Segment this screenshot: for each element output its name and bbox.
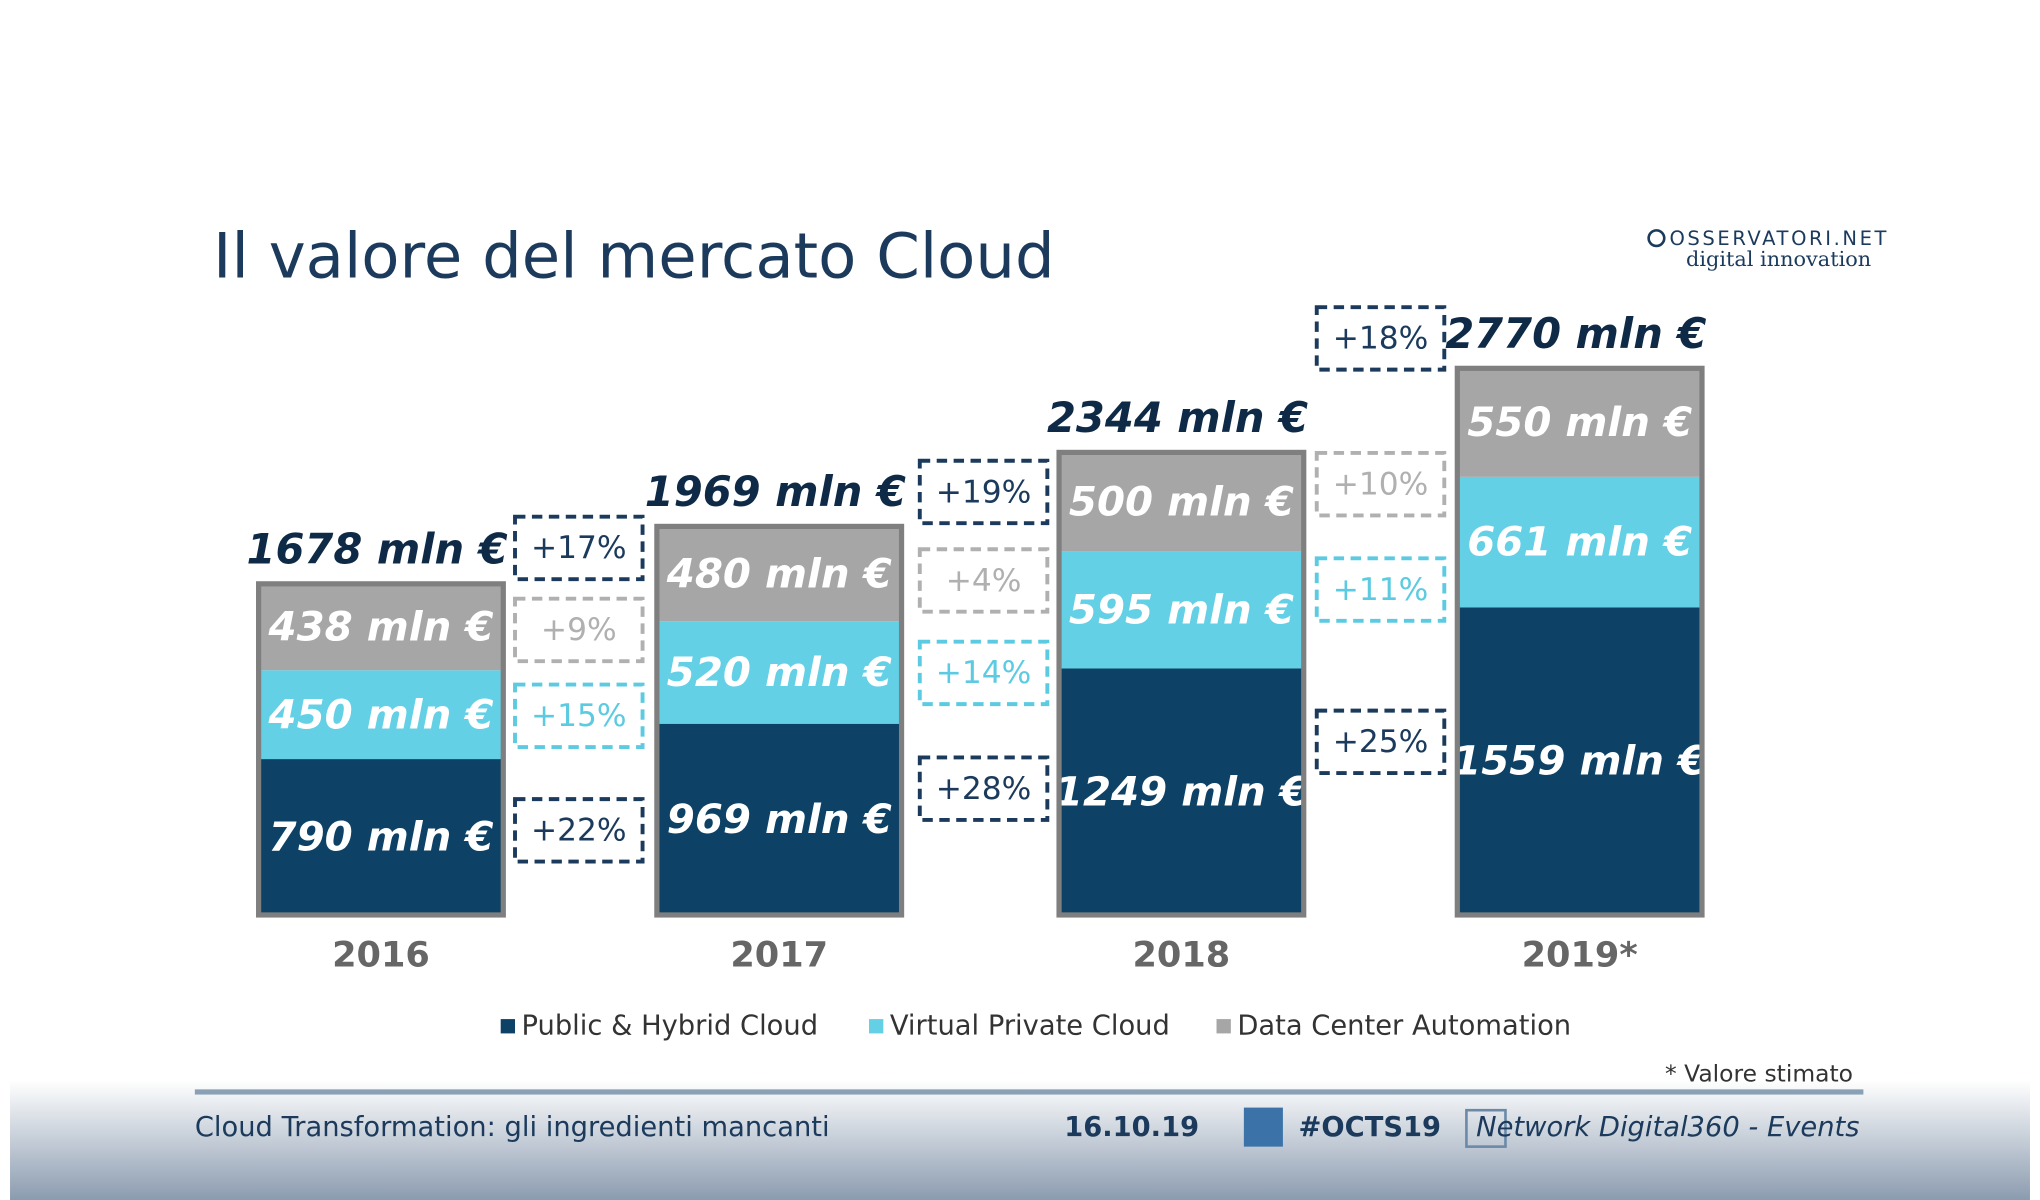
growth-label: +22% [531,813,627,849]
growth-label: +9% [541,612,617,648]
growth-box [513,682,645,750]
segment-label: 1559 mln € [1453,738,1706,785]
segment-label: 450 mln € [268,691,494,738]
bar-segment [258,670,504,760]
growth-label: +25% [1333,724,1429,760]
legend-swatch [1216,1019,1231,1034]
bar-segment [656,723,902,915]
growth-label: +19% [936,474,1032,510]
segment-label: 790 mln € [269,814,494,861]
footnote: * Valore stimato [1665,1060,1853,1088]
bar-segment [258,583,504,671]
growth-label: +11% [1333,572,1429,608]
segment-label: 661 mln € [1467,519,1692,566]
legend-label: Public & Hybrid Cloud [522,1010,819,1041]
footer-bg [10,1080,2030,1200]
growth-label: +4% [946,563,1022,599]
growth-box [513,797,645,864]
legend-swatch [869,1019,884,1034]
segment-label: 500 mln € [1069,478,1294,525]
x-tick-label: 2017 [730,935,828,976]
legend-label: Data Center Automation [1237,1010,1571,1041]
bar-segment [656,526,902,622]
bar-segment [1059,668,1304,915]
chart-title: Il valore del mercato Cloud [213,219,1055,292]
legend-label: Virtual Private Cloud [890,1010,1170,1041]
footer-right: Network Digital360 - Events [1476,1112,1859,1143]
x-tick-label: 2018 [1133,935,1231,976]
growth-box [1314,305,1447,372]
logo-icon [1647,229,1666,248]
growth-box [513,596,645,664]
total-label: 2344 mln € [1047,393,1308,442]
bar-outline [1454,365,1705,918]
bar-segment [1457,368,1702,477]
segment-label: 1249 mln € [1055,768,1308,815]
growth-label: +18% [1333,321,1429,357]
bar-outline [654,523,905,918]
bar-segment [656,621,902,724]
bar-outline [256,581,506,918]
logo-name: OSSERVATORI.NET [1669,227,1889,250]
growth-label: +10% [1333,466,1429,502]
growth-label: +15% [531,698,627,734]
growth-box [1314,708,1447,776]
total-label: 1969 mln € [645,467,906,516]
growth-box [1314,450,1447,518]
growth-box [917,458,1050,526]
growth-box [917,547,1050,614]
twitter-icon [1243,1107,1283,1147]
bar-segment [1457,476,1702,608]
growth-label: +17% [531,530,627,566]
segment-label: 595 mln € [1069,586,1294,633]
footer-date: 16.10.19 [1064,1112,1199,1143]
bar-segment [1059,452,1304,552]
x-tick-label: 2016 [332,935,430,976]
network-icon [1465,1108,1507,1148]
bar-segment [1457,607,1702,915]
growth-box [513,514,645,582]
segment-label: 969 mln € [667,796,892,843]
footer-left: Cloud Transformation: gli ingredienti ma… [195,1112,830,1143]
footer-hashtag: #OCTS19 [1299,1112,1442,1143]
total-label: 2770 mln € [1445,309,1706,358]
total-label: 1678 mln € [247,525,508,574]
segment-label: 438 mln € [268,604,494,651]
x-tick-label: 2019* [1522,935,1638,976]
footer-rule [194,1089,1864,1095]
growth-label: +28% [936,771,1032,807]
legend-swatch [500,1019,516,1034]
growth-box [917,755,1050,822]
growth-box [917,639,1050,707]
growth-label: +14% [936,655,1032,691]
segment-label: 520 mln € [667,649,892,696]
logo-tagline: digital innovation [1686,247,1871,271]
bar-segment [1059,551,1304,669]
segment-label: 480 mln € [666,550,892,597]
bar-outline [1056,449,1307,918]
growth-box [1314,556,1447,623]
segment-label: 550 mln € [1467,399,1692,446]
bar-segment [258,759,504,915]
